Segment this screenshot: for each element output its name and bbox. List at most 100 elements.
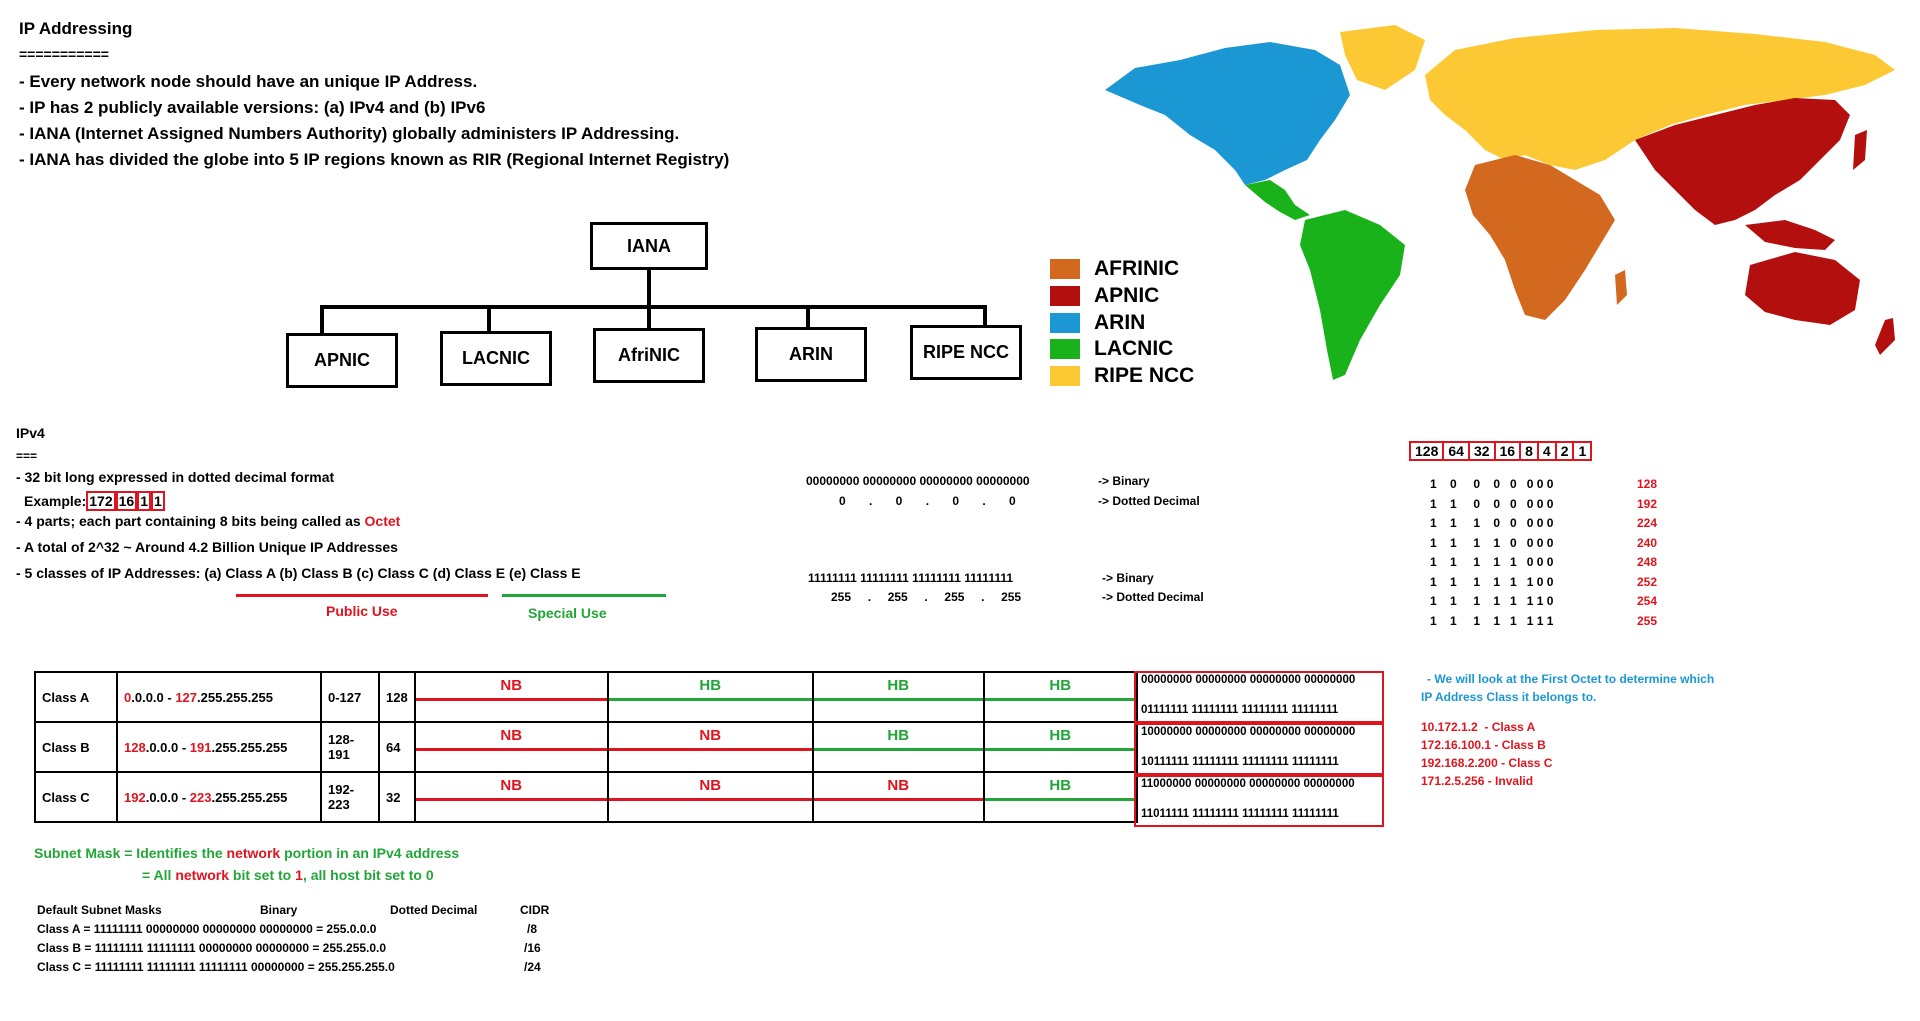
bit-pattern: 1 1 1 0 0 0 0 0 bbox=[1430, 516, 1554, 530]
segment-underline bbox=[415, 748, 607, 751]
mask-cidr-b: /16 bbox=[524, 941, 541, 955]
class-example-4: 171.2.5.256 - Invalid bbox=[1421, 774, 1534, 788]
ipv4-line-1: - 32 bit long expressed in dotted decima… bbox=[16, 469, 335, 485]
bit-pattern: 1 1 1 1 1 1 1 0 bbox=[1430, 594, 1554, 608]
octet-term: Octet bbox=[364, 513, 401, 529]
range-start-octet: 128 bbox=[124, 739, 146, 755]
legend-label: RIPE NCC bbox=[1094, 364, 1195, 387]
bit-weight: 8 bbox=[1521, 443, 1539, 459]
bit-pattern-value: 255 bbox=[1637, 613, 1658, 628]
ipv4-line-4: - A total of 2^32 ~ Around 4.2 Billion U… bbox=[16, 539, 398, 555]
first-octet-note-2: IP Address Class it belongs to. bbox=[1421, 690, 1597, 704]
dotted-ones: 255 . 255 . 255 . 255 bbox=[831, 590, 1022, 604]
subnet-def-1b: network bbox=[226, 845, 281, 861]
tree-trunk bbox=[647, 270, 651, 310]
class-row: Class A 0.0.0.0 - 127.255.255.255 0-127 128… bbox=[34, 671, 1138, 723]
bit-pattern-value: 248 bbox=[1637, 555, 1658, 569]
dotted-ones-label: -> Dotted Decimal bbox=[1102, 590, 1204, 604]
class-octet-range: 192-223 bbox=[320, 771, 380, 823]
segment-underline bbox=[415, 798, 607, 801]
range-start-octet: 0 bbox=[124, 689, 132, 705]
class-octet-range: 128-191 bbox=[320, 721, 380, 773]
host-bits-label: HB bbox=[1049, 777, 1072, 794]
mask-row-c: Class C = 11111111 11111111 11111111 000… bbox=[37, 960, 395, 974]
segment-underline bbox=[813, 748, 983, 751]
dotted-zero: 0 . 0 . 0 . 0 bbox=[839, 494, 1016, 508]
bit-weight-header: 128 64 32 16 8 4 2 1 bbox=[1409, 441, 1593, 461]
octet-segment: NB bbox=[811, 771, 985, 823]
octet-segment: HB bbox=[982, 721, 1138, 773]
octet-segment: HB bbox=[811, 671, 985, 723]
octet-3: 1 bbox=[137, 491, 151, 511]
north-america-region bbox=[1105, 42, 1350, 185]
special-use-label: Special Use bbox=[528, 605, 607, 621]
class-name: Class C bbox=[34, 771, 118, 823]
bit-weight: 128 bbox=[1411, 443, 1445, 459]
class-range: 0.0.0.0 - 127.255.255.255 bbox=[124, 690, 273, 705]
class-binary-end: 01111111 11111111 11111111 11111111 bbox=[1141, 704, 1339, 716]
bit-pattern-value: 192 bbox=[1637, 496, 1658, 511]
legend-label: LACNIC bbox=[1094, 337, 1174, 360]
ipv4-line-3-text: - 4 parts; each part containing 8 bits b… bbox=[16, 513, 365, 529]
mask-header-cidr: CIDR bbox=[520, 903, 550, 917]
host-bits-label: HB bbox=[1049, 727, 1072, 744]
range-end-octet: 127 bbox=[175, 689, 198, 705]
dotted-zero-label: -> Dotted Decimal bbox=[1098, 494, 1200, 508]
legend-label: ARIN bbox=[1094, 311, 1146, 334]
bullet-1: - Every network node should have an uniq… bbox=[19, 72, 478, 91]
lacnic-node: LACNIC bbox=[440, 331, 552, 386]
segment-underline bbox=[984, 698, 1136, 701]
japan-region bbox=[1853, 130, 1867, 170]
africa-region bbox=[1465, 155, 1615, 320]
class-count: 32 bbox=[378, 771, 416, 823]
class-name: Class A bbox=[34, 671, 118, 723]
legend-swatch bbox=[1050, 313, 1080, 333]
ripe-ncc-node: RIPE NCC bbox=[910, 325, 1022, 380]
legend-swatch bbox=[1050, 339, 1080, 359]
subnet-def-2: = All network bit set to 1, all host bit… bbox=[142, 867, 434, 883]
subnet-def-2a: = All bbox=[142, 867, 176, 883]
host-bits-label: HB bbox=[1049, 677, 1072, 694]
madagascar-region bbox=[1615, 270, 1627, 305]
arin-node: ARIN bbox=[755, 327, 867, 382]
range-end-rest: .255.255.255 bbox=[211, 789, 288, 805]
segment-underline bbox=[608, 698, 812, 701]
legend-item: RIPE NCC bbox=[1050, 364, 1195, 387]
segment-underline bbox=[608, 748, 812, 751]
legend-item: ARIN bbox=[1050, 311, 1146, 334]
south-america-region bbox=[1300, 210, 1405, 380]
class-binary-range-box: 00000000 00000000 00000000 00000000 01111… bbox=[1134, 671, 1384, 723]
octet-segment: HB bbox=[606, 671, 814, 723]
legend-item: AFRINIC bbox=[1050, 257, 1179, 280]
octet-segment: NB bbox=[413, 721, 609, 773]
octet-segment: NB bbox=[606, 771, 814, 823]
bit-pattern: 1 1 1 1 1 1 0 0 bbox=[1430, 574, 1554, 589]
bit-pattern-value: 224 bbox=[1637, 516, 1658, 530]
tree-branch-bar bbox=[320, 305, 987, 309]
tree-drop-5 bbox=[983, 305, 987, 328]
class-example-2: 172.16.100.1 - Class B bbox=[1421, 738, 1546, 752]
ip-class-table: Class A 0.0.0.0 - 127.255.255.255 0-127 128… bbox=[34, 671, 1138, 823]
asia-region bbox=[1635, 98, 1850, 225]
class-binary-range-box: 11000000 00000000 00000000 00000000 11011… bbox=[1134, 775, 1384, 827]
host-bits-label: HB bbox=[887, 677, 910, 694]
iana-node: IANA bbox=[590, 222, 708, 270]
legend-swatch bbox=[1050, 259, 1080, 279]
octet-segment: NB bbox=[606, 721, 814, 773]
class-binary-start: 11000000 00000000 00000000 00000000 bbox=[1141, 778, 1355, 790]
binary-ones-label: -> Binary bbox=[1102, 571, 1154, 585]
public-use-bracket bbox=[236, 594, 488, 597]
class-example-3: 192.168.2.200 - Class C bbox=[1421, 756, 1553, 770]
ipv4-line-5: - 5 classes of IP Addresses: (a) Class A… bbox=[16, 565, 581, 581]
network-bits-label: NB bbox=[699, 727, 722, 744]
bit-weight: 1 bbox=[1578, 443, 1587, 459]
tree-drop-3 bbox=[647, 305, 651, 330]
bit-pattern: 1 1 0 0 0 0 0 0 bbox=[1430, 496, 1554, 511]
world-map bbox=[1105, 25, 1895, 380]
greenland-region bbox=[1340, 25, 1425, 90]
range-start-rest: .0.0.0 - bbox=[145, 789, 190, 805]
new-zealand-region bbox=[1875, 318, 1895, 355]
ipv4-title: IPv4 bbox=[16, 425, 45, 441]
class-example-1: 10.172.1.2 - Class A bbox=[1421, 720, 1536, 734]
class-range: 192.0.0.0 - 223.255.255.255 bbox=[124, 790, 287, 805]
